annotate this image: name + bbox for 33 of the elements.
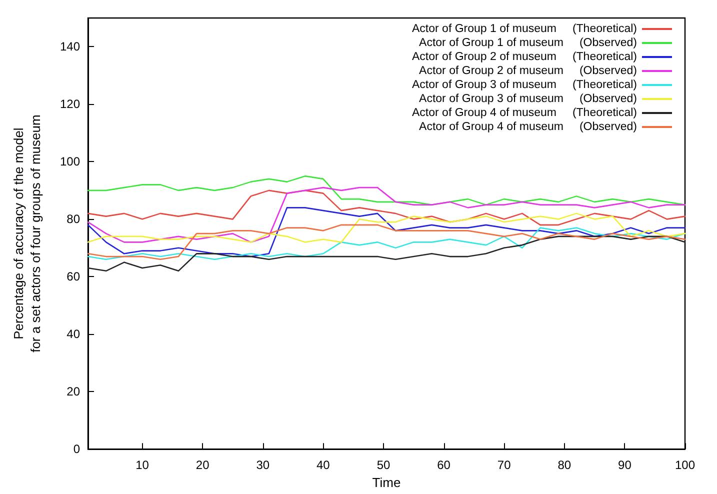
y-axis-title: Percentage of accuracy of the model for a set actors of four groups of museum: [11, 114, 43, 352]
x-tick-label: 100: [674, 458, 696, 472]
y-tick-label: 120: [60, 97, 80, 112]
x-tick-label: 60: [437, 458, 451, 472]
legend-label: Actor of Group 1 of museum (Theoretical): [412, 23, 638, 35]
y-tick-label: 140: [60, 40, 80, 54]
y-tick-label: 100: [60, 154, 80, 169]
legend-label: Actor of Group 4 of museum (Observed): [419, 121, 638, 133]
y-tick-label: 20: [66, 384, 80, 399]
line-series: [87, 236, 686, 272]
y-tick-label: 80: [66, 212, 80, 226]
y-tick-label: 60: [66, 270, 80, 284]
line-series: [87, 190, 686, 226]
x-tick-label: 40: [316, 458, 330, 472]
legend-label: Actor of Group 3 of museum (Observed): [419, 93, 638, 105]
y-tick-label: 40: [66, 327, 80, 342]
x-tick-label: 30: [256, 458, 270, 472]
line-series: [87, 212, 686, 243]
x-tick-label: 10: [136, 458, 150, 472]
legend-label: Actor of Group 4 of museum (Theoretical): [412, 107, 638, 119]
legend-label: Actor of Group 2 of museum (Observed): [419, 65, 638, 77]
line-series: [87, 186, 686, 243]
legend-label: Actor of Group 1 of museum (Observed): [419, 37, 638, 49]
y-tick-label: 0: [73, 442, 80, 456]
x-tick-label: 50: [376, 458, 390, 472]
x-tick-label: 80: [558, 458, 572, 472]
x-tick-label: 70: [497, 458, 512, 472]
x-tick-label: 90: [618, 458, 632, 472]
legend-label: Actor of Group 3 of museum (Theoretical): [412, 79, 638, 91]
x-axis-title: Time: [372, 475, 401, 490]
x-tick-label: 20: [196, 458, 210, 472]
legend-label: Actor of Group 2 of museum (Theoretical): [412, 51, 638, 63]
line-series: [87, 207, 686, 258]
